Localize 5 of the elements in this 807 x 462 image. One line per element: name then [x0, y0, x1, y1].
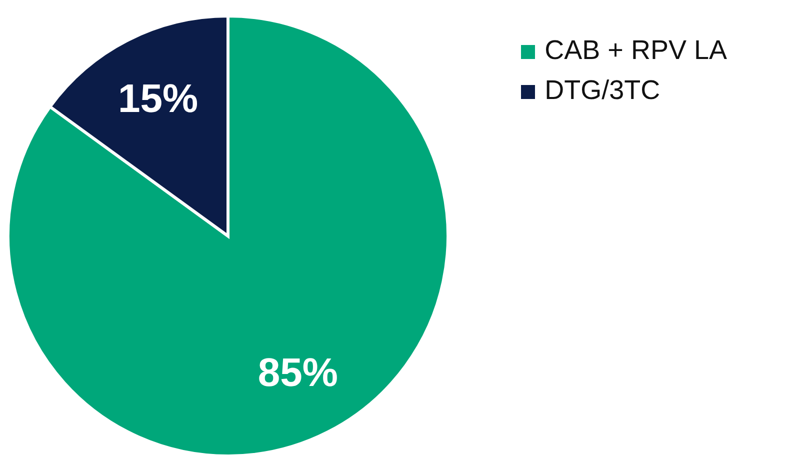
data-label: 85% — [258, 351, 338, 396]
pie-slice — [6, 14, 450, 458]
data-label: 15% — [118, 76, 198, 121]
legend-label: DTG/3TC — [544, 75, 660, 105]
legend-label: CAB + RPV LA — [544, 35, 727, 65]
